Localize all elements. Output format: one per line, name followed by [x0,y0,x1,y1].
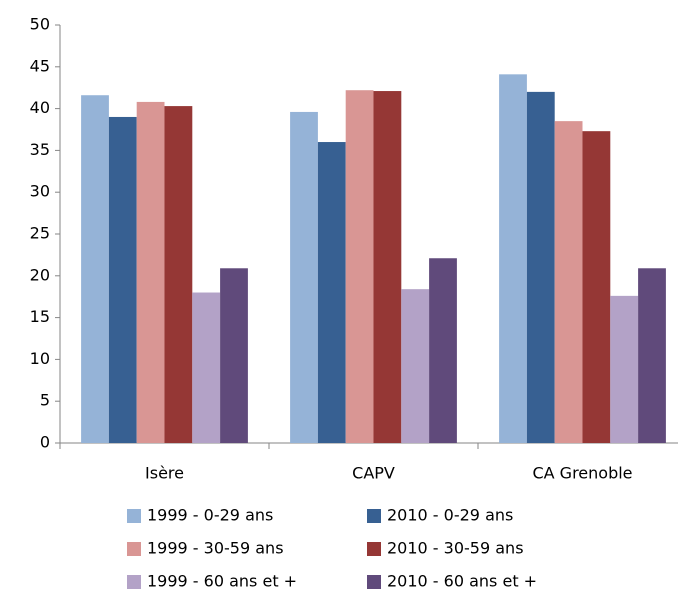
y-tick-label: 15 [30,307,50,326]
bar [373,91,402,443]
bar [108,116,137,444]
y-tick-label: 25 [30,224,50,243]
legend-label: 2010 - 30-59 ans [387,539,524,558]
y-tick-label: 20 [30,265,50,284]
bar [526,91,555,443]
x-tick-label: CAPV [352,464,395,483]
y-tick-label: 0 [40,433,50,452]
bar [499,74,527,443]
y-tick-label: 45 [30,56,50,75]
bar [317,142,346,444]
legend-swatch [127,542,141,556]
bar [345,90,374,443]
legend-label: 1999 - 60 ans et + [147,572,297,591]
legend-swatch [127,575,141,589]
bar [81,95,109,443]
bar [638,268,666,443]
bar [136,101,165,444]
legend-swatch [367,575,381,589]
x-tick-label: CA Grenoble [532,464,632,483]
y-tick-label: 35 [30,140,50,159]
legend-label: 2010 - 0-29 ans [387,506,513,525]
bar [290,111,318,443]
y-tick-label: 10 [30,349,50,368]
bar [429,258,457,443]
bar [610,295,639,443]
legend-swatch [127,509,141,523]
bar [192,292,221,443]
y-tick-label: 5 [40,391,50,410]
bar [554,121,583,443]
bar [220,268,248,443]
y-tick-label: 30 [30,182,50,201]
legend-label: 1999 - 30-59 ans [147,539,284,558]
legend-label: 2010 - 60 ans et + [387,572,537,591]
legend-swatch [367,509,381,523]
x-tick-label: Isère [145,464,184,483]
legend-swatch [367,542,381,556]
y-tick-label: 50 [30,15,50,34]
bar [401,289,430,443]
y-tick-label: 40 [30,98,50,117]
bar [582,131,611,443]
legend-label: 1999 - 0-29 ans [147,506,273,525]
bar [164,106,193,443]
